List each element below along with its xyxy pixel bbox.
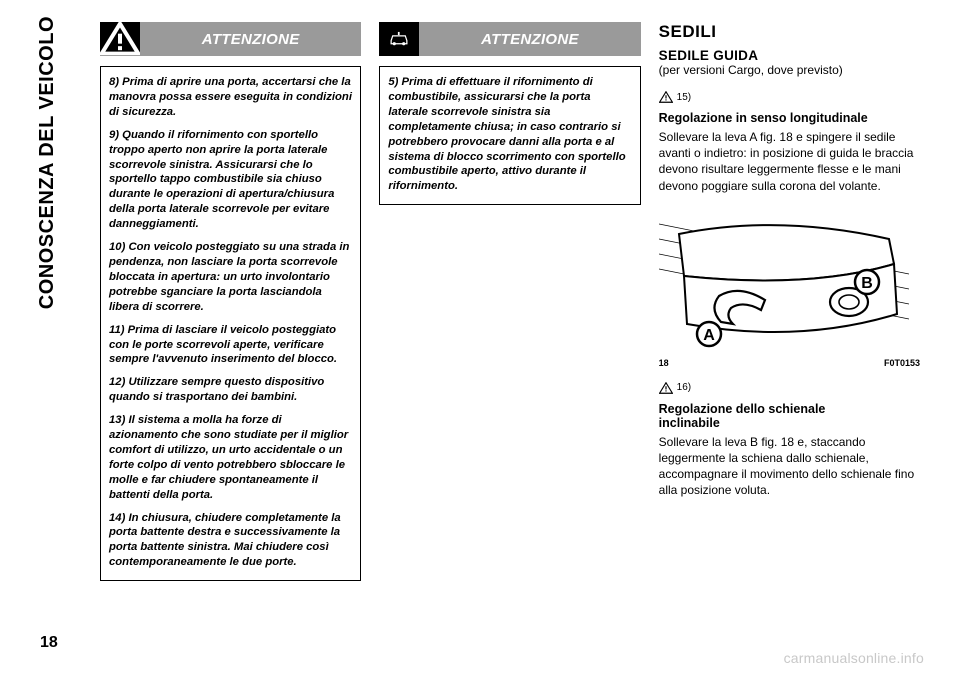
column-2: ATTENZIONE 5) Prima di effettuare il rif… xyxy=(379,22,640,614)
paragraph-body: Sollevare la leva B fig. 18 e, staccando… xyxy=(659,434,920,499)
page-number: 18 xyxy=(40,634,58,652)
inline-warning-ref: 16) xyxy=(659,382,920,394)
inline-warning-number: 16) xyxy=(677,382,691,393)
paragraph-body: Sollevare la leva A fig. 18 e spingere i… xyxy=(659,129,920,194)
source-watermark: carmanualsonline.info xyxy=(784,650,924,666)
warning-note: 13) Il sistema a molla ha forze di azion… xyxy=(109,413,352,502)
warning-note: 10) Con veicolo posteggiato su una strad… xyxy=(109,240,352,315)
section-tab: CONOSCENZA DEL VEICOLO xyxy=(36,0,59,16)
sub-caption: (per versioni Cargo, dove previsto) xyxy=(659,63,920,77)
warning-note: 5) Prima di effettuare il rifornimento d… xyxy=(388,75,631,194)
triangle-warning-icon xyxy=(659,91,673,103)
warning-note: 9) Quando il rifornimento con sportello … xyxy=(109,128,352,232)
figure-seat-lever: A B xyxy=(659,204,909,356)
warning-note: 11) Prima di lasciare il veicolo postegg… xyxy=(109,323,352,368)
warning-note: 12) Utilizzare sempre questo dispositivo… xyxy=(109,375,352,405)
inline-warning-number: 15) xyxy=(677,92,691,103)
warning-note: 14) In chiusura, chiudere completamente … xyxy=(109,511,352,571)
content-columns: ATTENZIONE 8) Prima di aprire una porta,… xyxy=(100,22,920,614)
section-heading: SEDILI xyxy=(659,22,920,42)
column-3: SEDILI SEDILE GUIDA (per versioni Cargo,… xyxy=(659,22,920,614)
manual-page: CONOSCENZA DEL VEICOLO ATTENZIONE 8) Pri… xyxy=(40,22,920,656)
figure-code: F0T0153 xyxy=(884,358,920,368)
paragraph-heading: Regolazione dello schienale xyxy=(659,402,920,416)
warning-notes-frame: 5) Prima di effettuare il rifornimento d… xyxy=(379,66,640,205)
warning-note: 8) Prima di aprire una porta, accertarsi… xyxy=(109,75,352,120)
warning-notes-frame: 8) Prima di aprire una porta, accertarsi… xyxy=(100,66,361,581)
paragraph-heading: Regolazione in senso longitudinale xyxy=(659,111,920,125)
figure-number: 18 xyxy=(659,358,669,368)
attention-box: ATTENZIONE xyxy=(100,22,361,56)
section-tab-label: CONOSCENZA DEL VEICOLO xyxy=(36,16,59,309)
triangle-warning-icon xyxy=(659,382,673,394)
attention-box: ATTENZIONE xyxy=(379,22,640,56)
svg-text:A: A xyxy=(703,327,715,344)
figure-caption: 18 F0T0153 xyxy=(659,358,920,368)
svg-text:B: B xyxy=(861,275,873,292)
attention-label: ATTENZIONE xyxy=(419,22,640,56)
triangle-warning-icon xyxy=(100,22,140,56)
column-1: ATTENZIONE 8) Prima di aprire una porta,… xyxy=(100,22,361,614)
paragraph-heading-line2: inclinabile xyxy=(659,416,920,430)
sub-heading: SEDILE GUIDA xyxy=(659,48,920,63)
attention-label: ATTENZIONE xyxy=(140,22,361,56)
inline-warning-ref: 15) xyxy=(659,91,920,103)
car-warning-icon xyxy=(379,22,419,56)
